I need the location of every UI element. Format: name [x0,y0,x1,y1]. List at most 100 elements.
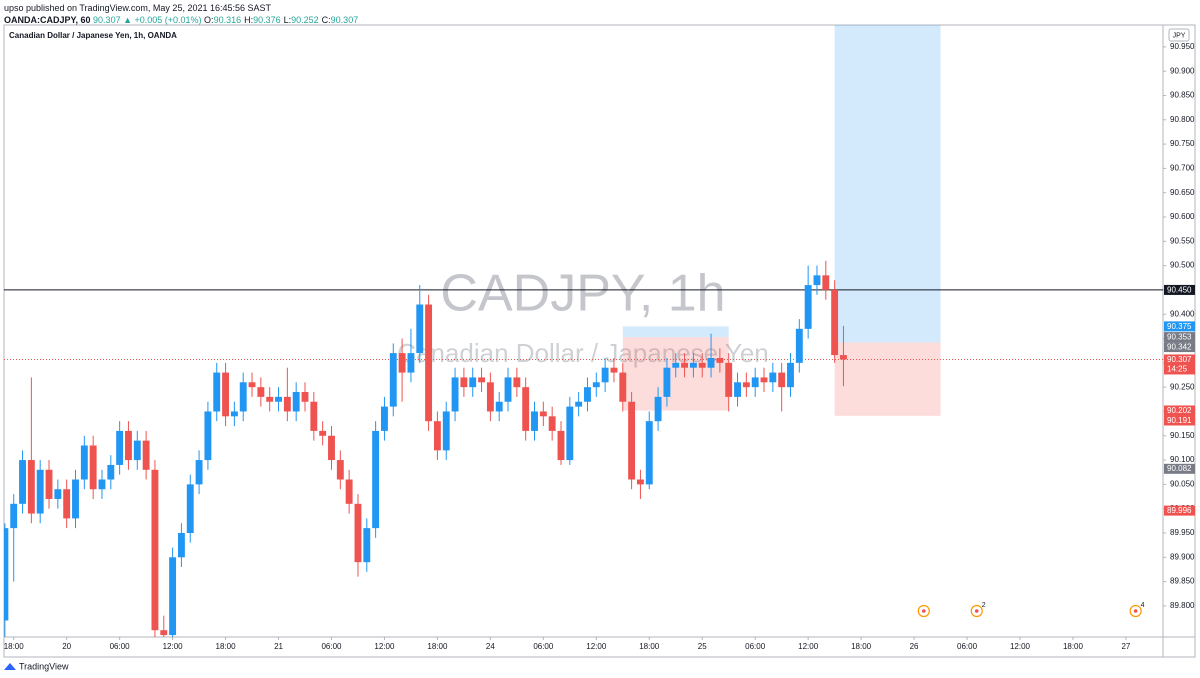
candle-body [522,387,530,431]
candle-body [442,411,450,451]
candle-body [98,479,106,490]
candle-body [575,401,583,407]
ohlc-key: O: [204,15,214,25]
candle-body [292,392,300,412]
price-label: 90.082 [1167,464,1192,473]
candle-body [804,285,812,329]
x-tick-label: 06:00 [745,642,766,651]
candle-body [513,377,521,388]
candle-body [751,377,759,388]
ohlc-key: C: [321,15,331,25]
price-label-box [1164,354,1195,375]
currency-box [1168,28,1190,42]
ohlc-key: H: [244,15,254,25]
symbol: OANDA:CADJPY, 60 [4,15,91,25]
candle-body [363,528,371,563]
watermark: CADJPY, 1h [440,265,725,323]
publisher: upso published on TradingView.com, May 2… [4,3,272,13]
candle-body [539,411,547,417]
x-tick-label: 12:00 [163,642,184,651]
candle-body [10,503,18,529]
countdown: 14:25 [1167,365,1188,374]
x-tick-label: 06:00 [533,642,554,651]
candle-body [831,289,839,356]
footer: TradingView [19,661,69,671]
candle-body [381,406,388,431]
y-tick-label: 90.650 [1170,188,1195,197]
logo-icon [4,663,16,670]
y-tick-label: 90.800 [1170,115,1195,124]
candle-body [698,362,706,368]
x-tick-label: 06:00 [321,642,342,651]
candle-body [707,357,715,368]
event-count: 4 [1141,602,1145,609]
y-tick-label: 90.400 [1170,309,1195,318]
candle-body [734,382,741,397]
x-tick-label: 24 [486,642,495,651]
candle-body [354,503,362,563]
candle-body [822,275,830,290]
candle-body [531,411,538,431]
price-label: 90.307 [1167,355,1192,364]
x-tick-label: 18:00 [1063,642,1084,651]
candle-body [116,430,124,465]
price-label: 90.191 [1167,416,1192,425]
candle-body [4,528,9,621]
candle-body [19,460,26,504]
x-tick-label: 18:00 [4,642,25,651]
x-tick-label: 18:00 [851,642,872,651]
y-tick-label: 90.900 [1170,66,1195,75]
y-tick-label: 90.550 [1170,236,1195,245]
candle-body [628,401,636,480]
ohlc-value: 90.307 [330,15,359,25]
candle-body [787,362,794,388]
candle-body [663,367,671,397]
candle-body [186,484,194,533]
y-tick-label: 90.250 [1170,382,1195,391]
candle-body [328,435,335,461]
y-tick-label: 89.900 [1170,552,1195,561]
event-count: 2 [982,602,986,609]
candle-body [689,362,697,368]
candle-body [460,377,468,388]
ohlc: O:90.316 H:90.376 L:90.252 C:90.307 [204,15,361,25]
candle-body [681,362,689,368]
price-label-box [1164,321,1195,332]
candle-body [177,532,185,558]
candle-body [283,396,291,412]
candle-body [345,479,353,504]
y-tick-label: 89.950 [1170,528,1195,537]
y-tick-label: 90.850 [1170,91,1195,100]
price-label: 89.996 [1167,506,1192,515]
candle-body [222,372,230,417]
candle-body [239,382,247,412]
candle-body [125,430,132,461]
candle-body [407,353,415,373]
candle-body [557,430,565,461]
x-tick-label: 18:00 [639,642,660,651]
footer-logo [4,663,16,670]
x-tick-label: 18:00 [427,642,448,651]
x-tick-label: 06:00 [957,642,978,651]
x-tick-label: 12:00 [798,642,819,651]
legend-line: OANDA:CADJPY, 60 90.307 ▲ +0.005 (+0.01%… [4,14,361,26]
candle-body [425,304,433,422]
x-tick-label: 12:00 [1010,642,1031,651]
candle-body [266,396,274,402]
price-label-box [1164,505,1195,516]
candle-body [566,406,574,461]
candle-body [248,382,256,388]
candle-body [584,387,591,402]
candle-body [619,372,627,402]
candle-body [716,357,724,363]
price-label-box [1164,284,1195,295]
candle-body [645,421,653,485]
x-tick-label: 18:00 [216,642,237,651]
candle-body [151,469,159,631]
price-label-box [1164,332,1195,343]
candle-body [398,353,406,373]
header: upso published on TradingView.com, May 2… [4,2,361,26]
candle-body [107,464,115,480]
event-dot [974,609,979,613]
candle-body [725,362,733,397]
